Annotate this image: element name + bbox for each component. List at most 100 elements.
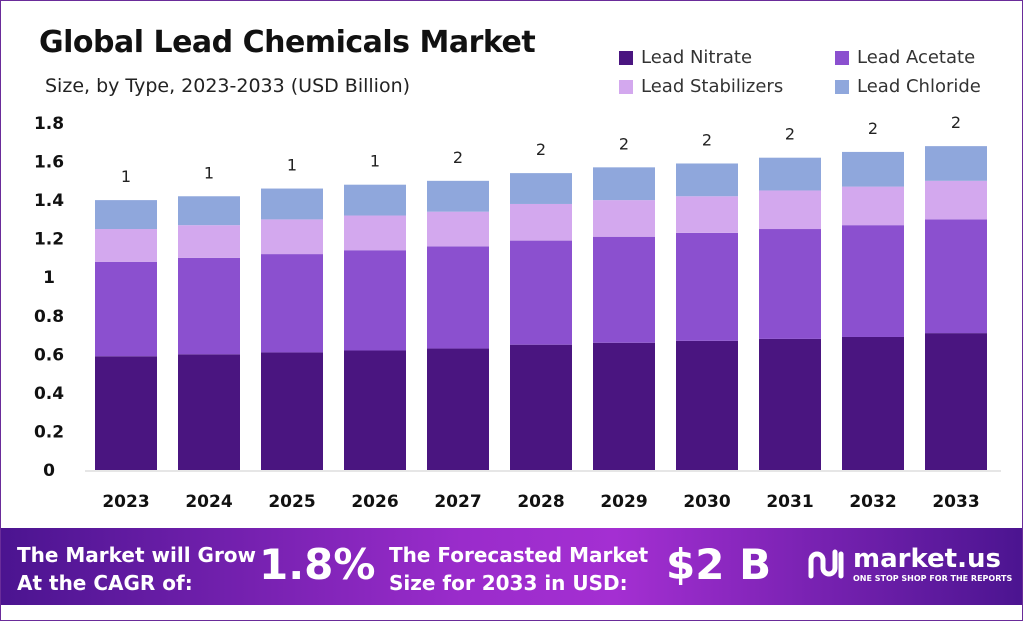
x-tick-label: 2030 xyxy=(683,492,730,512)
total-label: 2 xyxy=(453,148,463,167)
y-tick-label: 0 xyxy=(43,461,55,481)
total-label: 1 xyxy=(370,152,380,171)
bar-segment-lead-stabilizers xyxy=(925,180,987,220)
forecast-label: The Forecasted Market Size for 2033 in US… xyxy=(389,541,648,597)
cagr-label-line2: At the CAGR of: xyxy=(17,571,193,595)
forecast-label-line1: The Forecasted Market xyxy=(389,543,649,567)
bar-segment-lead-stabilizers xyxy=(95,229,157,262)
legend-swatch xyxy=(619,50,633,65)
legend-label: Lead Chloride xyxy=(857,76,981,97)
bar-segment-lead-stabilizers xyxy=(344,215,406,251)
bar-segment-lead-stabilizers xyxy=(842,186,904,226)
total-label: 1 xyxy=(204,163,214,182)
total-label: 2 xyxy=(868,119,878,138)
x-tick-label: 2026 xyxy=(351,492,398,512)
bar-segment-lead-stabilizers xyxy=(427,211,489,247)
x-tick-label: 2025 xyxy=(268,492,315,512)
forecast-label-line2: Size for 2033 in USD: xyxy=(389,571,628,595)
chart-title: Global Lead Chemicals Market xyxy=(39,25,536,60)
logo-tagline: ONE STOP SHOP FOR THE REPORTS xyxy=(853,574,1013,583)
total-label: 2 xyxy=(951,113,961,132)
legend-swatch xyxy=(619,79,633,94)
legend-label: Lead Stabilizers xyxy=(641,76,784,97)
legend-swatch xyxy=(835,50,849,65)
bar-segment-lead-nitrate xyxy=(261,352,323,470)
x-tick-label: 2024 xyxy=(185,492,232,512)
y-tick-label: 0.4 xyxy=(34,384,64,404)
bar-segment-lead-stabilizers xyxy=(676,196,738,233)
logo-icon xyxy=(808,549,844,579)
y-tick-label: 1.8 xyxy=(34,114,64,134)
bar-segment-lead-nitrate xyxy=(510,344,572,470)
cagr-value: 1.8% xyxy=(259,540,376,589)
x-tick-label: 2028 xyxy=(517,492,564,512)
total-label: 1 xyxy=(121,167,131,186)
bar-segment-lead-acetate xyxy=(925,219,987,334)
bar-segment-lead-stabilizers xyxy=(261,219,323,255)
x-tick-label: 2033 xyxy=(932,492,979,512)
x-tick-label: 2023 xyxy=(102,492,149,512)
total-label: 2 xyxy=(702,130,712,149)
bar-segment-lead-nitrate xyxy=(842,336,904,470)
legend-label: Lead Acetate xyxy=(857,47,976,68)
summary-banner: The Market will Grow At the CAGR of: 1.8%… xyxy=(1,528,1022,605)
chart-subtitle: Size, by Type, 2023-2033 (USD Billion) xyxy=(45,75,411,97)
bar-chart: 0 0.2 0.4 0.6 0.8 1 1.2 1.4 1.6 1.8 1 2023 1 2024 1 202… xyxy=(34,113,1001,512)
bar-segment-lead-chloride xyxy=(261,188,323,220)
bar-segment-lead-chloride xyxy=(759,157,821,191)
bar-segment-lead-acetate xyxy=(510,240,572,345)
y-tick-label: 1 xyxy=(43,268,55,288)
y-tick-label: 0.6 xyxy=(34,345,64,365)
bar-segment-lead-stabilizers xyxy=(759,190,821,230)
bar-segment-lead-acetate xyxy=(427,246,489,349)
bar-segment-lead-chloride xyxy=(925,146,987,181)
y-tick-label: 0.8 xyxy=(34,307,64,327)
bar-segment-lead-nitrate xyxy=(759,338,821,470)
bar-segment-lead-chloride xyxy=(427,180,489,212)
bar-segment-lead-nitrate xyxy=(95,356,157,470)
bar-segment-lead-nitrate xyxy=(593,342,655,470)
legend-item-lead-chloride: Lead Chloride xyxy=(835,76,981,97)
x-tick-label: 2027 xyxy=(434,492,481,512)
x-tick-label: 2031 xyxy=(766,492,813,512)
legend-swatch xyxy=(835,79,849,94)
cagr-label-line1: The Market will Grow xyxy=(17,543,257,567)
legend-item-lead-acetate: Lead Acetate xyxy=(835,47,975,68)
legend-item-lead-stabilizers: Lead Stabilizers xyxy=(619,76,783,97)
bar-segment-lead-stabilizers xyxy=(178,225,240,258)
bar-segment-lead-stabilizers xyxy=(593,200,655,237)
bar-segment-lead-acetate xyxy=(759,229,821,339)
bar-segment-lead-chloride xyxy=(344,184,406,216)
legend-label: Lead Nitrate xyxy=(641,47,753,68)
total-label: 1 xyxy=(287,156,297,175)
bar-segment-lead-chloride xyxy=(178,196,240,226)
bar-segment-lead-nitrate xyxy=(676,340,738,470)
bar-segment-lead-nitrate xyxy=(344,350,406,470)
bar-segment-lead-acetate xyxy=(593,236,655,343)
bar-segment-lead-nitrate xyxy=(427,348,489,470)
bar-segment-lead-stabilizers xyxy=(510,203,572,241)
bar-segment-lead-nitrate xyxy=(178,354,240,470)
y-tick-label: 1.2 xyxy=(34,230,64,250)
x-tick-label: 2029 xyxy=(600,492,647,512)
bar-segment-lead-acetate xyxy=(676,232,738,341)
market-us-logo: market.us ONE STOP SHOP FOR THE REPORTS xyxy=(805,544,1012,584)
bar-segment-lead-nitrate xyxy=(925,333,987,470)
forecast-value: $2 B xyxy=(666,540,772,589)
total-label: 2 xyxy=(536,140,546,159)
cagr-label: The Market will Grow At the CAGR of: xyxy=(17,541,256,597)
bar-segment-lead-acetate xyxy=(261,254,323,353)
bar-segment-lead-chloride xyxy=(593,167,655,201)
bar-segment-lead-acetate xyxy=(95,261,157,357)
legend-item-lead-nitrate: Lead Nitrate xyxy=(619,47,752,68)
bar-segment-lead-acetate xyxy=(344,250,406,351)
bar-segment-lead-acetate xyxy=(178,257,240,355)
total-label: 2 xyxy=(619,134,629,153)
y-tick-label: 0.2 xyxy=(34,422,64,442)
y-tick-label: 1.6 xyxy=(34,153,64,173)
bar-segment-lead-chloride xyxy=(510,173,572,204)
total-label: 2 xyxy=(785,125,795,144)
bar-segment-lead-chloride xyxy=(95,200,157,230)
bar-segment-lead-chloride xyxy=(676,163,738,197)
